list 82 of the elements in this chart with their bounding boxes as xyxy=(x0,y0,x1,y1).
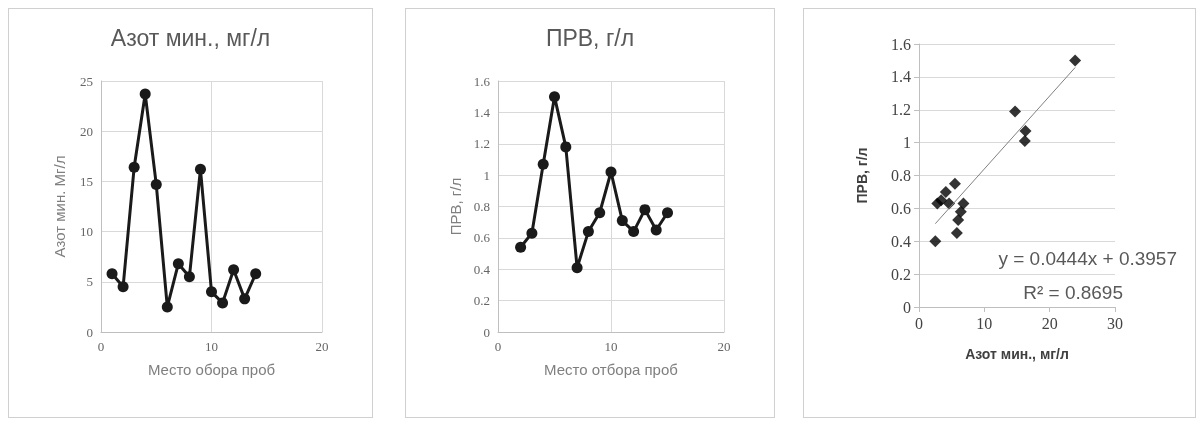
y-tick-label: 1.2 xyxy=(473,136,490,152)
x-tick-label: 10 xyxy=(976,314,993,332)
y-tick-label: 1.2 xyxy=(891,101,911,119)
point xyxy=(128,161,140,173)
point xyxy=(537,158,549,170)
point xyxy=(616,215,628,227)
x-tick-label: 10 xyxy=(205,339,218,354)
y-tick-label: 1 xyxy=(903,134,911,152)
point xyxy=(183,271,195,283)
y-axis-title: Азот мин. Мг/л xyxy=(51,155,68,258)
point xyxy=(139,88,151,100)
y-tick-label: 0.4 xyxy=(473,261,491,277)
point xyxy=(194,163,206,175)
point xyxy=(935,194,948,207)
y-axis-title: ПРВ, г/л xyxy=(446,177,464,236)
y-tick-label: 10 xyxy=(80,224,93,240)
y-axis-title: ПРВ, г/л xyxy=(854,147,870,204)
point xyxy=(929,235,942,248)
y-tick-label: 1.4 xyxy=(891,68,911,86)
x-axis-title: Азот мин., мг/л xyxy=(965,346,1069,362)
x-tick-label: 0 xyxy=(915,314,923,332)
x-tick-label: 20 xyxy=(717,339,731,354)
y-tick-label: 1 xyxy=(483,167,490,183)
y-tick-label: 0.2 xyxy=(473,293,490,309)
point xyxy=(150,178,162,190)
y-tick-label: 1.4 xyxy=(473,104,491,120)
point xyxy=(206,286,217,298)
x-tick-label: 30 xyxy=(1107,314,1123,332)
point xyxy=(228,264,240,276)
point xyxy=(1069,54,1082,67)
x-tick-label: 0 xyxy=(494,339,502,354)
point xyxy=(605,166,617,178)
point xyxy=(239,293,251,305)
x-tick-label: 20 xyxy=(1041,314,1058,332)
point xyxy=(650,224,662,236)
point xyxy=(526,227,538,239)
point xyxy=(250,268,262,280)
point xyxy=(639,204,651,216)
y-tick-label: 20 xyxy=(80,123,93,139)
y-tick-label: 5 xyxy=(86,274,93,290)
point xyxy=(549,91,560,103)
point xyxy=(1018,134,1031,147)
y-tick-label: 25 xyxy=(80,73,93,89)
chart-title: ПРВ, г/л xyxy=(545,24,635,51)
x-axis-title: Место отбора проб xyxy=(544,361,678,378)
y-tick-label: 0.8 xyxy=(473,199,490,214)
y-tick-label: 0.2 xyxy=(891,265,911,283)
point xyxy=(662,207,673,219)
point xyxy=(952,213,965,226)
x-tick-label: 0 xyxy=(97,339,105,354)
point xyxy=(939,185,952,198)
point xyxy=(948,177,961,190)
point xyxy=(582,226,594,238)
point xyxy=(1009,105,1022,118)
point xyxy=(571,262,583,274)
point xyxy=(117,281,129,293)
point xyxy=(594,207,606,219)
point xyxy=(217,297,229,309)
point xyxy=(172,258,184,270)
point xyxy=(515,241,527,253)
y-tick-label: 1.6 xyxy=(891,35,911,53)
point xyxy=(1019,125,1032,138)
chart-title: Азот мин., мг/л xyxy=(110,24,271,51)
point xyxy=(161,301,173,313)
y-tick-label: 15 xyxy=(80,173,93,189)
y-tick-label: 1.6 xyxy=(473,73,491,89)
annotation: R² = 0.8695 xyxy=(1023,282,1124,303)
x-axis-title: Место обора проб xyxy=(147,361,276,378)
point xyxy=(950,227,963,240)
x-tick-label: 20 xyxy=(315,339,329,354)
y-tick-label: 0.6 xyxy=(891,199,911,217)
x-tick-label: 10 xyxy=(604,339,618,354)
annotation: y = 0.0444x + 0.3957 xyxy=(998,248,1178,269)
y-tick-label: 0.4 xyxy=(891,232,911,250)
point xyxy=(106,268,118,280)
point xyxy=(628,226,640,238)
point xyxy=(954,205,967,218)
y-tick-label: 0 xyxy=(903,298,911,316)
y-tick-label: 0.6 xyxy=(473,230,491,246)
y-tick-label: 0.8 xyxy=(891,167,911,184)
point xyxy=(560,141,572,153)
point xyxy=(957,197,970,210)
